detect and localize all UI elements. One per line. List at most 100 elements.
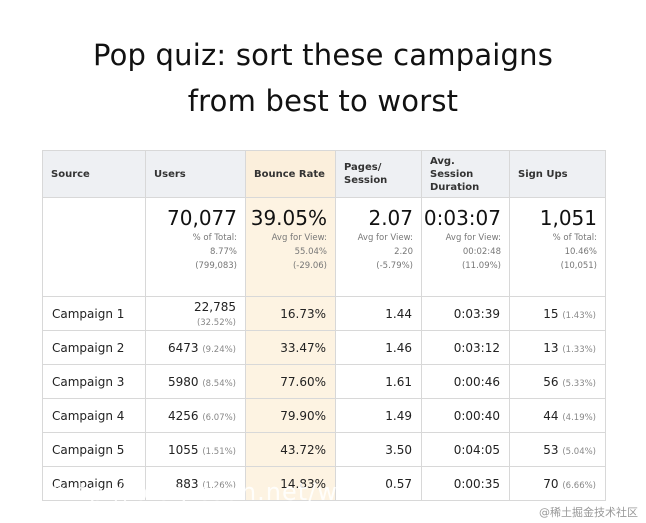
bounce-rate-cell: 79.90%: [245, 398, 336, 433]
signups-percent: (1.33%): [562, 344, 596, 355]
signups-percent: (5.33%): [562, 378, 596, 389]
signups-percent: (1.43%): [562, 310, 596, 321]
watermark-url: http://blog.csdn.net/w_x_x_x: [52, 478, 423, 506]
users-cell: 22,785 (32.52%): [145, 296, 246, 331]
summary-duration-delta: (11.09%): [461, 261, 501, 271]
bounce-rate-cell: 16.73%: [245, 296, 336, 331]
users-cell: 6473 (9.24%): [145, 330, 246, 365]
summary-users-value: 70,077: [167, 206, 237, 230]
users-percent: (6.07%): [202, 412, 236, 423]
summary-bounce-caption: Avg for View:: [271, 233, 327, 243]
users-cell: 883 (1.26%): [145, 466, 246, 501]
summary-signups-total: (10,051): [560, 261, 597, 271]
summary-pages-caption: Avg for View:: [357, 233, 413, 243]
summary-duration-caption: Avg for View:: [445, 233, 501, 243]
avg-duration-cell: 0:00:46: [421, 364, 510, 399]
users-value: 6473: [167, 340, 199, 355]
summary-row: 70,077 % of Total: 8.77% (799,083) 39.05…: [42, 197, 606, 297]
signups-cell: 56 (5.33%): [509, 364, 606, 399]
pages-session-cell: 1.46: [335, 330, 422, 365]
pages-session-cell: 3.50: [335, 432, 422, 467]
column-header-users[interactable]: Users: [145, 150, 246, 198]
bounce-rate-cell: 43.72%: [245, 432, 336, 467]
users-cell: 1055 (1.51%): [145, 432, 246, 467]
summary-bounce-avg: 55.04%: [294, 247, 327, 257]
quiz-title-line-2: from best to worst: [187, 84, 459, 118]
summary-signups-value: 1,051: [539, 206, 597, 230]
summary-pages-value: 2.07: [368, 206, 413, 230]
signups-percent: (4.19%): [562, 412, 596, 423]
bounce-rate-cell: 14.83%: [245, 466, 336, 501]
summary-duration-avg: 00:02:48: [462, 247, 501, 257]
summary-users-percent: 8.77%: [209, 247, 237, 257]
campaign-name-link[interactable]: Campaign 3: [42, 364, 146, 399]
users-percent: (32.52%): [196, 317, 236, 328]
avg-duration-cell: 0:03:39: [421, 296, 510, 331]
avg-duration-cell: 0:00:40: [421, 398, 510, 433]
table-row[interactable]: Campaign 5 1055 (1.51%) 43.72% 3.50 0:04:05 5…: [42, 432, 606, 467]
avg-duration-cell: 0:04:05: [421, 432, 510, 467]
column-header-source[interactable]: Source: [42, 150, 146, 198]
summary-pages-delta: (-5.79%): [376, 261, 413, 271]
users-value: 22,785: [194, 299, 236, 314]
summary-bounce-cell: 39.05% Avg for View: 55.04% (-29.06): [245, 197, 336, 297]
users-percent: (9.24%): [202, 344, 236, 355]
signups-percent: (6.66%): [562, 480, 596, 491]
summary-pages-avg: 2.20: [394, 247, 413, 257]
users-percent: (8.54%): [202, 378, 236, 389]
table-row[interactable]: Campaign 2 6473 (9.24%) 33.47% 1.46 0:03:12 1…: [42, 330, 606, 365]
signups-cell: 15 (1.43%): [509, 296, 606, 331]
column-header-bounce-rate[interactable]: Bounce Rate: [245, 150, 336, 198]
signups-value: 56: [543, 374, 559, 389]
signups-cell: 53 (5.04%): [509, 432, 606, 467]
bounce-rate-cell: 33.47%: [245, 330, 336, 365]
users-percent: (1.26%): [202, 480, 236, 491]
users-value: 5980: [167, 374, 199, 389]
campaign-name-link[interactable]: Campaign 2: [42, 330, 146, 365]
column-header-avg-session-duration[interactable]: Avg. Session Duration: [421, 150, 510, 198]
signups-value: 53: [543, 442, 559, 457]
signups-cell: 44 (4.19%): [509, 398, 606, 433]
summary-duration-cell: 0:03:07 Avg for View: 00:02:48 (11.09%): [421, 197, 510, 297]
signups-value: 15: [543, 306, 559, 321]
signups-value: 70: [543, 476, 559, 491]
table-row[interactable]: Campaign 6 883 (1.26%) 14.83% 0.57 0:00:35 70…: [42, 466, 606, 501]
campaigns-table: Source Users Bounce Rate Pages/ Session …: [42, 150, 606, 501]
summary-signups-percent: 10.46%: [564, 247, 597, 257]
table-row[interactable]: Campaign 1 22,785 (32.52%) 16.73% 1.44 0:03:…: [42, 296, 606, 331]
bounce-rate-cell: 77.60%: [245, 364, 336, 399]
campaign-name-link[interactable]: Campaign 4: [42, 398, 146, 433]
campaign-name-link[interactable]: Campaign 1: [42, 296, 146, 331]
watermark-site: @稀土掘金技术社区: [539, 506, 638, 519]
users-cell: 4256 (6.07%): [145, 398, 246, 433]
summary-bounce-delta: (-29.06): [292, 261, 327, 271]
campaign-rows: Campaign 1 22,785 (32.52%) 16.73% 1.44 0:03:…: [42, 296, 606, 501]
table-row[interactable]: Campaign 4 4256 (6.07%) 79.90% 1.49 0:00:40 4…: [42, 398, 606, 433]
summary-users-caption: % of Total:: [192, 233, 237, 243]
summary-source-cell: [42, 197, 146, 297]
users-value: 1055: [167, 442, 199, 457]
pages-session-cell: 1.61: [335, 364, 422, 399]
pages-session-cell: 1.49: [335, 398, 422, 433]
signups-cell: 70 (6.66%): [509, 466, 606, 501]
table-row[interactable]: Campaign 3 5980 (8.54%) 77.60% 1.61 0:00:46 5…: [42, 364, 606, 399]
quiz-title-line-1: Pop quiz: sort these campaigns: [92, 38, 554, 72]
summary-pages-cell: 2.07 Avg for View: 2.20 (-5.79%): [335, 197, 422, 297]
signups-value: 44: [543, 408, 559, 423]
table-header-row: Source Users Bounce Rate Pages/ Session …: [42, 150, 606, 198]
campaign-name-link[interactable]: Campaign 5: [42, 432, 146, 467]
column-header-pages-session[interactable]: Pages/ Session: [335, 150, 422, 198]
users-value: 4256: [167, 408, 199, 423]
campaign-name-link[interactable]: Campaign 6: [42, 466, 146, 501]
users-cell: 5980 (8.54%): [145, 364, 246, 399]
summary-duration-value: 0:03:07: [423, 206, 501, 230]
summary-users-total: (799,083): [195, 261, 237, 271]
summary-signups-caption: % of Total:: [552, 233, 597, 243]
signups-value: 13: [543, 340, 559, 355]
signups-cell: 13 (1.33%): [509, 330, 606, 365]
avg-duration-cell: 0:03:12: [421, 330, 510, 365]
column-header-sign-ups[interactable]: Sign Ups: [509, 150, 606, 198]
summary-bounce-value: 39.05%: [250, 206, 327, 230]
users-value: 883: [175, 476, 199, 491]
signups-percent: (5.04%): [562, 446, 596, 457]
